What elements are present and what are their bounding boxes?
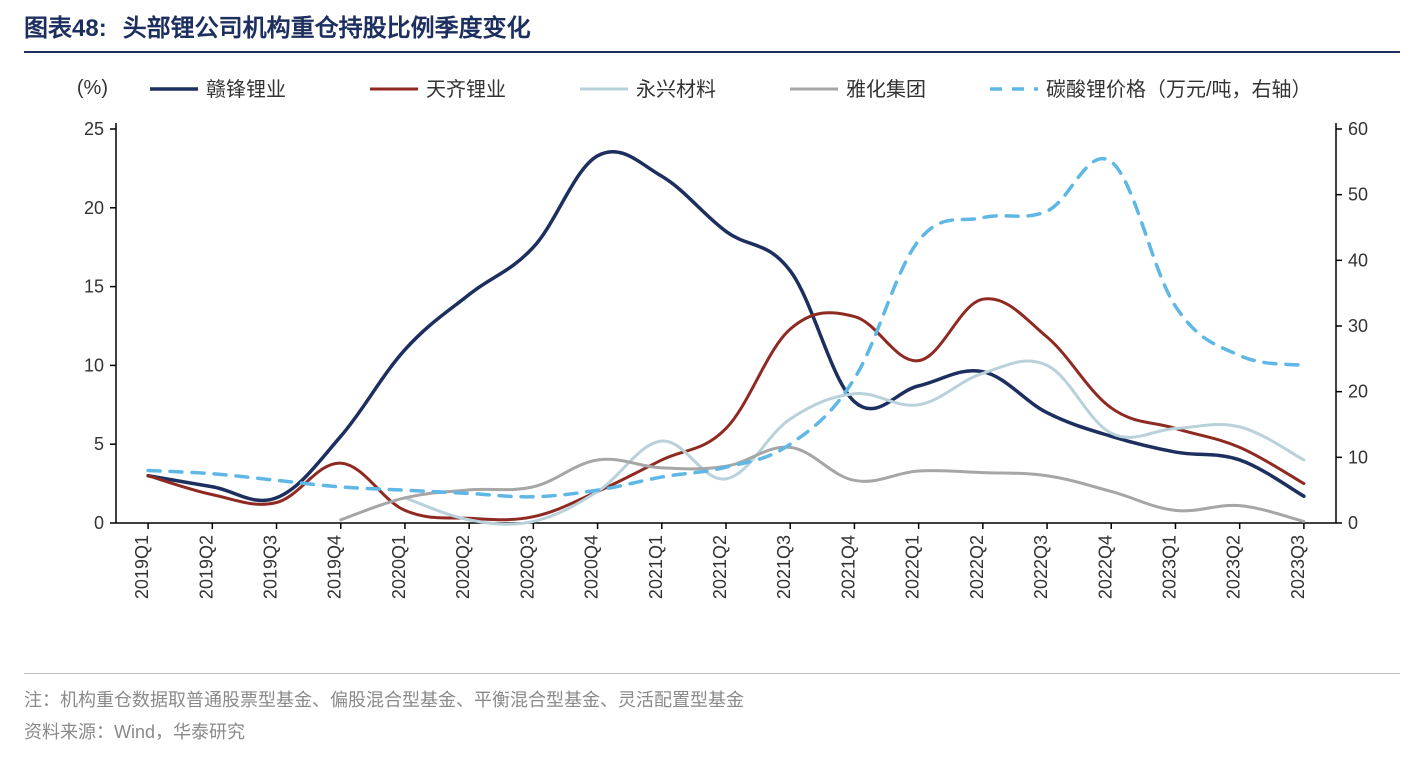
svg-text:2021Q4: 2021Q4 xyxy=(838,535,858,599)
svg-text:0: 0 xyxy=(1348,513,1358,533)
svg-text:60: 60 xyxy=(1348,119,1368,139)
svg-text:0: 0 xyxy=(94,513,104,533)
svg-text:20: 20 xyxy=(1348,382,1368,402)
svg-text:2019Q4: 2019Q4 xyxy=(325,535,345,599)
svg-text:40: 40 xyxy=(1348,250,1368,270)
svg-text:50: 50 xyxy=(1348,185,1368,205)
svg-text:2022Q1: 2022Q1 xyxy=(903,535,923,599)
svg-text:10: 10 xyxy=(84,355,104,375)
svg-text:15: 15 xyxy=(84,277,104,297)
svg-text:2020Q4: 2020Q4 xyxy=(582,535,602,599)
svg-text:2021Q2: 2021Q2 xyxy=(710,535,730,599)
svg-text:30: 30 xyxy=(1348,316,1368,336)
chart-title-row: 图表48: 头部锂公司机构重仓持股比例季度变化 xyxy=(24,0,1400,53)
chart-number: 图表48: xyxy=(24,8,107,43)
svg-text:2020Q3: 2020Q3 xyxy=(517,535,537,599)
svg-text:2022Q4: 2022Q4 xyxy=(1095,535,1115,599)
svg-text:2019Q1: 2019Q1 xyxy=(132,535,152,599)
svg-text:雅化集团: 雅化集团 xyxy=(846,78,926,101)
svg-text:2023Q1: 2023Q1 xyxy=(1159,535,1179,599)
svg-text:2019Q3: 2019Q3 xyxy=(261,535,281,599)
svg-text:2022Q3: 2022Q3 xyxy=(1031,535,1051,599)
chart-title: 头部锂公司机构重仓持股比例季度变化 xyxy=(123,8,531,43)
svg-text:20: 20 xyxy=(84,198,104,218)
svg-text:10: 10 xyxy=(1348,447,1368,467)
svg-text:25: 25 xyxy=(84,119,104,139)
chart-area: (%) 赣锋锂业 天齐锂业 永兴材料 雅化集团 碳酸锂价格（万元/吨，右轴） 0 5 10 15 2… xyxy=(24,53,1400,673)
footnote-source: 资料来源：Wind，华泰研究 xyxy=(24,716,1400,748)
svg-text:天齐锂业: 天齐锂业 xyxy=(426,78,506,101)
svg-text:2021Q1: 2021Q1 xyxy=(646,535,666,599)
footnote-block: 注：机构重仓数据取普通股票型基金、偏股混合型基金、平衡混合型基金、灵活配置型基金… xyxy=(24,673,1400,749)
svg-text:碳酸锂价格（万元/吨，右轴）: 碳酸锂价格（万元/吨，右轴） xyxy=(1046,78,1312,101)
line-chart-svg: (%) 赣锋锂业 天齐锂业 永兴材料 雅化集团 碳酸锂价格（万元/吨，右轴） 0 5 10 15 2… xyxy=(24,53,1400,673)
svg-text:2020Q1: 2020Q1 xyxy=(389,535,409,599)
svg-text:2022Q2: 2022Q2 xyxy=(967,535,987,599)
footnote-note: 注：机构重仓数据取普通股票型基金、偏股混合型基金、平衡混合型基金、灵活配置型基金 xyxy=(24,684,1400,716)
svg-text:永兴材料: 永兴材料 xyxy=(636,78,716,101)
svg-text:2021Q3: 2021Q3 xyxy=(774,535,794,599)
svg-text:(%): (%) xyxy=(77,77,108,99)
svg-text:2019Q2: 2019Q2 xyxy=(196,535,216,599)
svg-text:赣锋锂业: 赣锋锂业 xyxy=(206,78,286,101)
svg-text:5: 5 xyxy=(94,434,104,454)
svg-text:2020Q2: 2020Q2 xyxy=(453,535,473,599)
svg-text:2023Q3: 2023Q3 xyxy=(1288,535,1308,599)
svg-text:2023Q2: 2023Q2 xyxy=(1224,535,1244,599)
